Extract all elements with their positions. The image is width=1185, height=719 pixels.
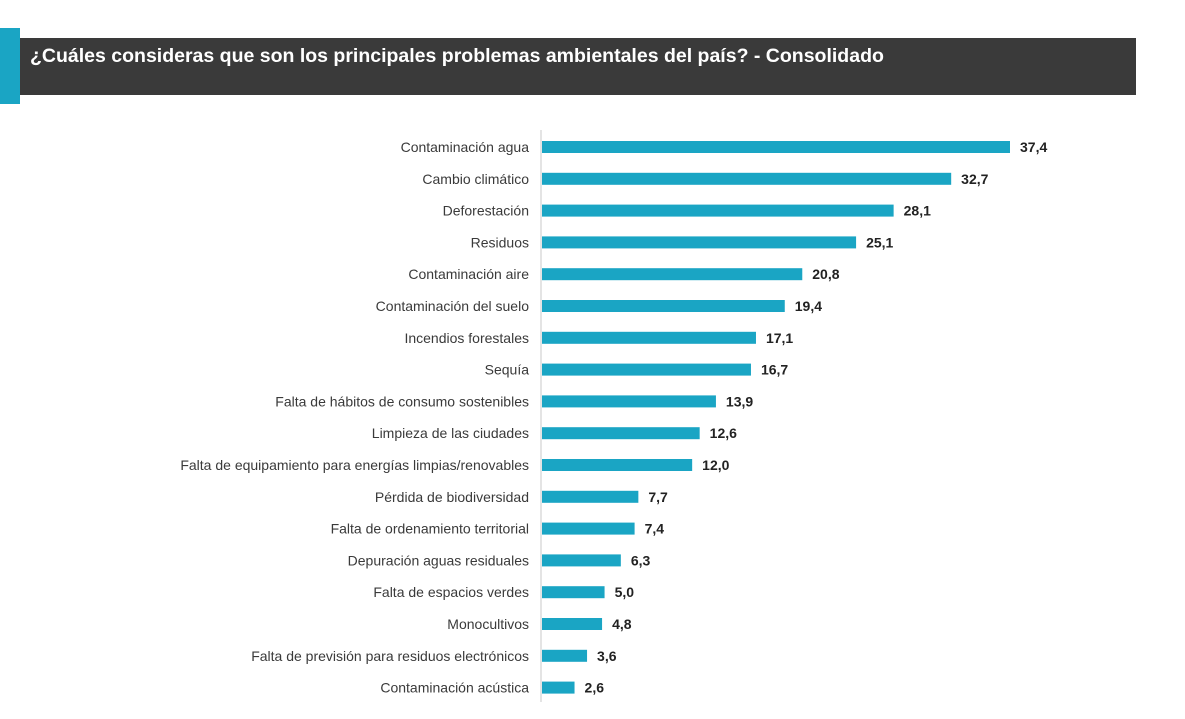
- value-label: 4,8: [612, 616, 632, 632]
- category-label: Falta de ordenamiento territorial: [331, 521, 529, 537]
- category-label: Sequía: [485, 362, 530, 378]
- bar: [542, 586, 605, 599]
- category-label: Pérdida de biodiversidad: [375, 489, 529, 505]
- bar: [542, 649, 588, 662]
- category-label: Contaminación aire: [408, 266, 529, 282]
- category-label: Limpieza de las ciudades: [372, 425, 529, 441]
- bar: [542, 554, 621, 567]
- value-label: 2,6: [585, 680, 605, 696]
- bar: [542, 490, 639, 503]
- category-label: Deforestación: [443, 203, 529, 219]
- bar: [542, 331, 756, 344]
- value-label: 17,1: [766, 330, 793, 346]
- category-label: Falta de equipamiento para energías limp…: [180, 457, 529, 473]
- title-bar: ¿Cuáles consideras que son los principal…: [20, 38, 1136, 95]
- value-label: 7,7: [648, 489, 668, 505]
- chart-title: ¿Cuáles consideras que son los principal…: [30, 45, 884, 67]
- bar: [542, 395, 716, 408]
- bar: [542, 427, 700, 440]
- category-label: Cambio climático: [422, 171, 529, 187]
- value-label: 25,1: [866, 234, 893, 250]
- value-label: 19,4: [795, 298, 822, 314]
- title-accent: [0, 28, 20, 104]
- bar: [542, 300, 785, 312]
- category-label: Contaminación agua: [401, 139, 530, 155]
- category-label: Falta de espacios verdes: [373, 584, 529, 600]
- category-label: Residuos: [471, 234, 529, 250]
- category-label: Monocultivos: [447, 616, 529, 632]
- value-label: 7,4: [645, 521, 665, 537]
- category-label: Falta de previsión para residuos electró…: [251, 648, 529, 664]
- bar: [542, 522, 635, 535]
- value-label: 32,7: [961, 171, 988, 187]
- value-label: 28,1: [904, 203, 931, 219]
- bar: [542, 236, 857, 249]
- category-label: Depuración aguas residuales: [348, 552, 529, 568]
- bar: [542, 204, 894, 217]
- bar: [542, 268, 803, 281]
- bar: [542, 172, 952, 185]
- bar: [542, 363, 751, 376]
- bar: [542, 141, 1010, 153]
- category-label: Contaminación acústica: [380, 680, 529, 696]
- value-label: 12,0: [702, 457, 729, 473]
- value-label: 37,4: [1020, 139, 1047, 155]
- value-label: 20,8: [812, 266, 839, 282]
- value-label: 12,6: [710, 425, 737, 441]
- value-label: 13,9: [726, 393, 753, 409]
- bar: [542, 618, 603, 630]
- value-label: 5,0: [615, 584, 635, 600]
- bar: [542, 681, 575, 694]
- value-label: 3,6: [597, 648, 617, 664]
- value-label: 16,7: [761, 362, 788, 378]
- value-label: 6,3: [631, 552, 651, 568]
- category-label: Incendios forestales: [404, 330, 529, 346]
- bar: [542, 459, 693, 471]
- category-label: Falta de hábitos de consumo sostenibles: [275, 393, 529, 409]
- category-label: Contaminación del suelo: [376, 298, 530, 314]
